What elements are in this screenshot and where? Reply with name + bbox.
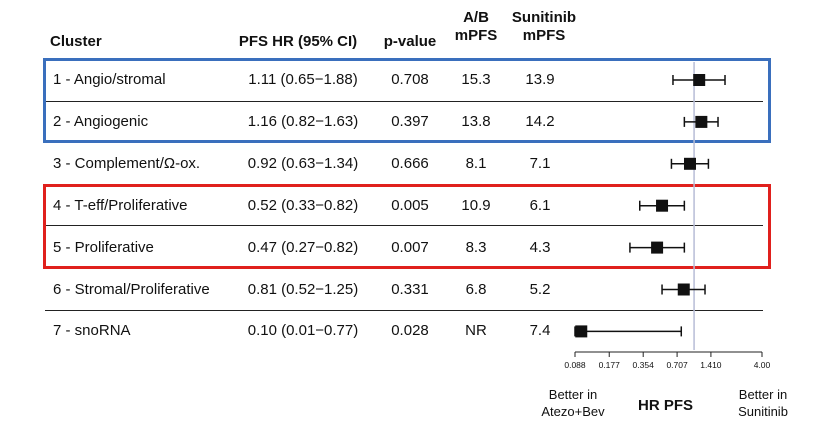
header-ab-mpfs: A/B mPFS bbox=[448, 9, 504, 45]
sunitinib-mpfs: 7.4 bbox=[529, 322, 551, 339]
hr-value: 1.11 (0.65−1.88) bbox=[248, 71, 358, 88]
point-estimate bbox=[651, 241, 664, 254]
ab-mpfs: 13.8 bbox=[461, 113, 491, 130]
better-sunitinib-label: Better in Sunitinib bbox=[718, 386, 808, 420]
header-ab-line2: mPFS bbox=[454, 27, 498, 44]
better-atezo-label: Better in Atezo+Bev bbox=[528, 386, 618, 420]
p-value: 0.708 bbox=[391, 71, 429, 88]
point-estimate bbox=[695, 115, 708, 128]
hr-value: 0.52 (0.33−0.82) bbox=[247, 197, 359, 214]
row-separator bbox=[45, 225, 763, 226]
ab-mpfs: 15.3 bbox=[461, 71, 491, 88]
ab-mpfs: 8.3 bbox=[465, 239, 487, 256]
point-estimate bbox=[677, 283, 690, 296]
x-tick-label: 4.00 bbox=[754, 360, 771, 370]
ab-mpfs: NR bbox=[465, 322, 487, 339]
x-tick-label: 0.177 bbox=[599, 360, 621, 370]
x-axis-title: HR PFS bbox=[638, 397, 694, 414]
cluster-name: 6 - Stromal/Proliferative bbox=[53, 281, 210, 298]
better-sunitinib-line1: Better in bbox=[738, 387, 788, 402]
ab-mpfs: 6.8 bbox=[465, 281, 487, 298]
highlight-box-proliferative bbox=[43, 184, 771, 269]
row-separator bbox=[45, 101, 763, 102]
better-atezo-line1: Better in bbox=[548, 387, 598, 402]
sunitinib-mpfs: 4.3 bbox=[529, 239, 551, 256]
point-estimate bbox=[656, 199, 669, 212]
p-value: 0.331 bbox=[391, 281, 429, 298]
header-hr: PFS HR (95% CI) bbox=[238, 33, 358, 50]
hr-value: 0.81 (0.52−1.25) bbox=[247, 281, 359, 298]
hr-value: 1.16 (0.82−1.63) bbox=[247, 113, 359, 130]
sunitinib-mpfs: 5.2 bbox=[529, 281, 551, 298]
point-estimate bbox=[575, 325, 588, 338]
x-tick-label: 0.088 bbox=[564, 360, 586, 370]
cluster-name: 7 - snoRNA bbox=[53, 322, 131, 339]
sunitinib-mpfs: 13.9 bbox=[525, 71, 555, 88]
x-tick-label: 0.707 bbox=[666, 360, 688, 370]
cluster-name: 5 - Proliferative bbox=[53, 239, 154, 256]
header-sun-line2: mPFS bbox=[522, 27, 566, 44]
header-pvalue: p-value bbox=[383, 33, 437, 50]
p-value: 0.397 bbox=[391, 113, 429, 130]
sunitinib-mpfs: 7.1 bbox=[529, 155, 551, 172]
header-cluster: Cluster bbox=[50, 33, 102, 50]
cluster-name: 4 - T-eff/Proliferative bbox=[53, 197, 188, 214]
hr-value: 0.92 (0.63−1.34) bbox=[247, 155, 359, 172]
point-estimate bbox=[693, 74, 706, 86]
cluster-name: 2 - Angiogenic bbox=[53, 113, 149, 130]
better-sunitinib-line2: Sunitinib bbox=[738, 404, 788, 419]
header-sunitinib-mpfs: Sunitinib mPFS bbox=[503, 9, 585, 45]
p-value: 0.007 bbox=[391, 239, 429, 256]
hr-value: 0.47 (0.27−0.82) bbox=[247, 239, 359, 256]
header-ab-line1: A/B bbox=[463, 9, 489, 26]
x-tick-label: 1.410 bbox=[700, 360, 722, 370]
x-tick-label: 0.354 bbox=[633, 360, 655, 370]
p-value: 0.666 bbox=[391, 155, 429, 172]
p-value: 0.028 bbox=[391, 322, 429, 339]
row-separator bbox=[45, 310, 763, 311]
ab-mpfs: 8.1 bbox=[465, 155, 487, 172]
point-estimate bbox=[683, 157, 696, 170]
better-atezo-line2: Atezo+Bev bbox=[541, 404, 605, 419]
sunitinib-mpfs: 6.1 bbox=[529, 197, 551, 214]
sunitinib-mpfs: 14.2 bbox=[525, 113, 555, 130]
cluster-name: 3 - Complement/Ω-ox. bbox=[53, 155, 201, 172]
ab-mpfs: 10.9 bbox=[461, 197, 491, 214]
header-sun-line1: Sunitinib bbox=[511, 9, 577, 26]
p-value: 0.005 bbox=[391, 197, 429, 214]
highlight-box-angio bbox=[43, 58, 771, 143]
hr-value: 0.10 (0.01−0.77) bbox=[247, 322, 359, 339]
cluster-name: 1 - Angio/stromal bbox=[53, 71, 166, 88]
